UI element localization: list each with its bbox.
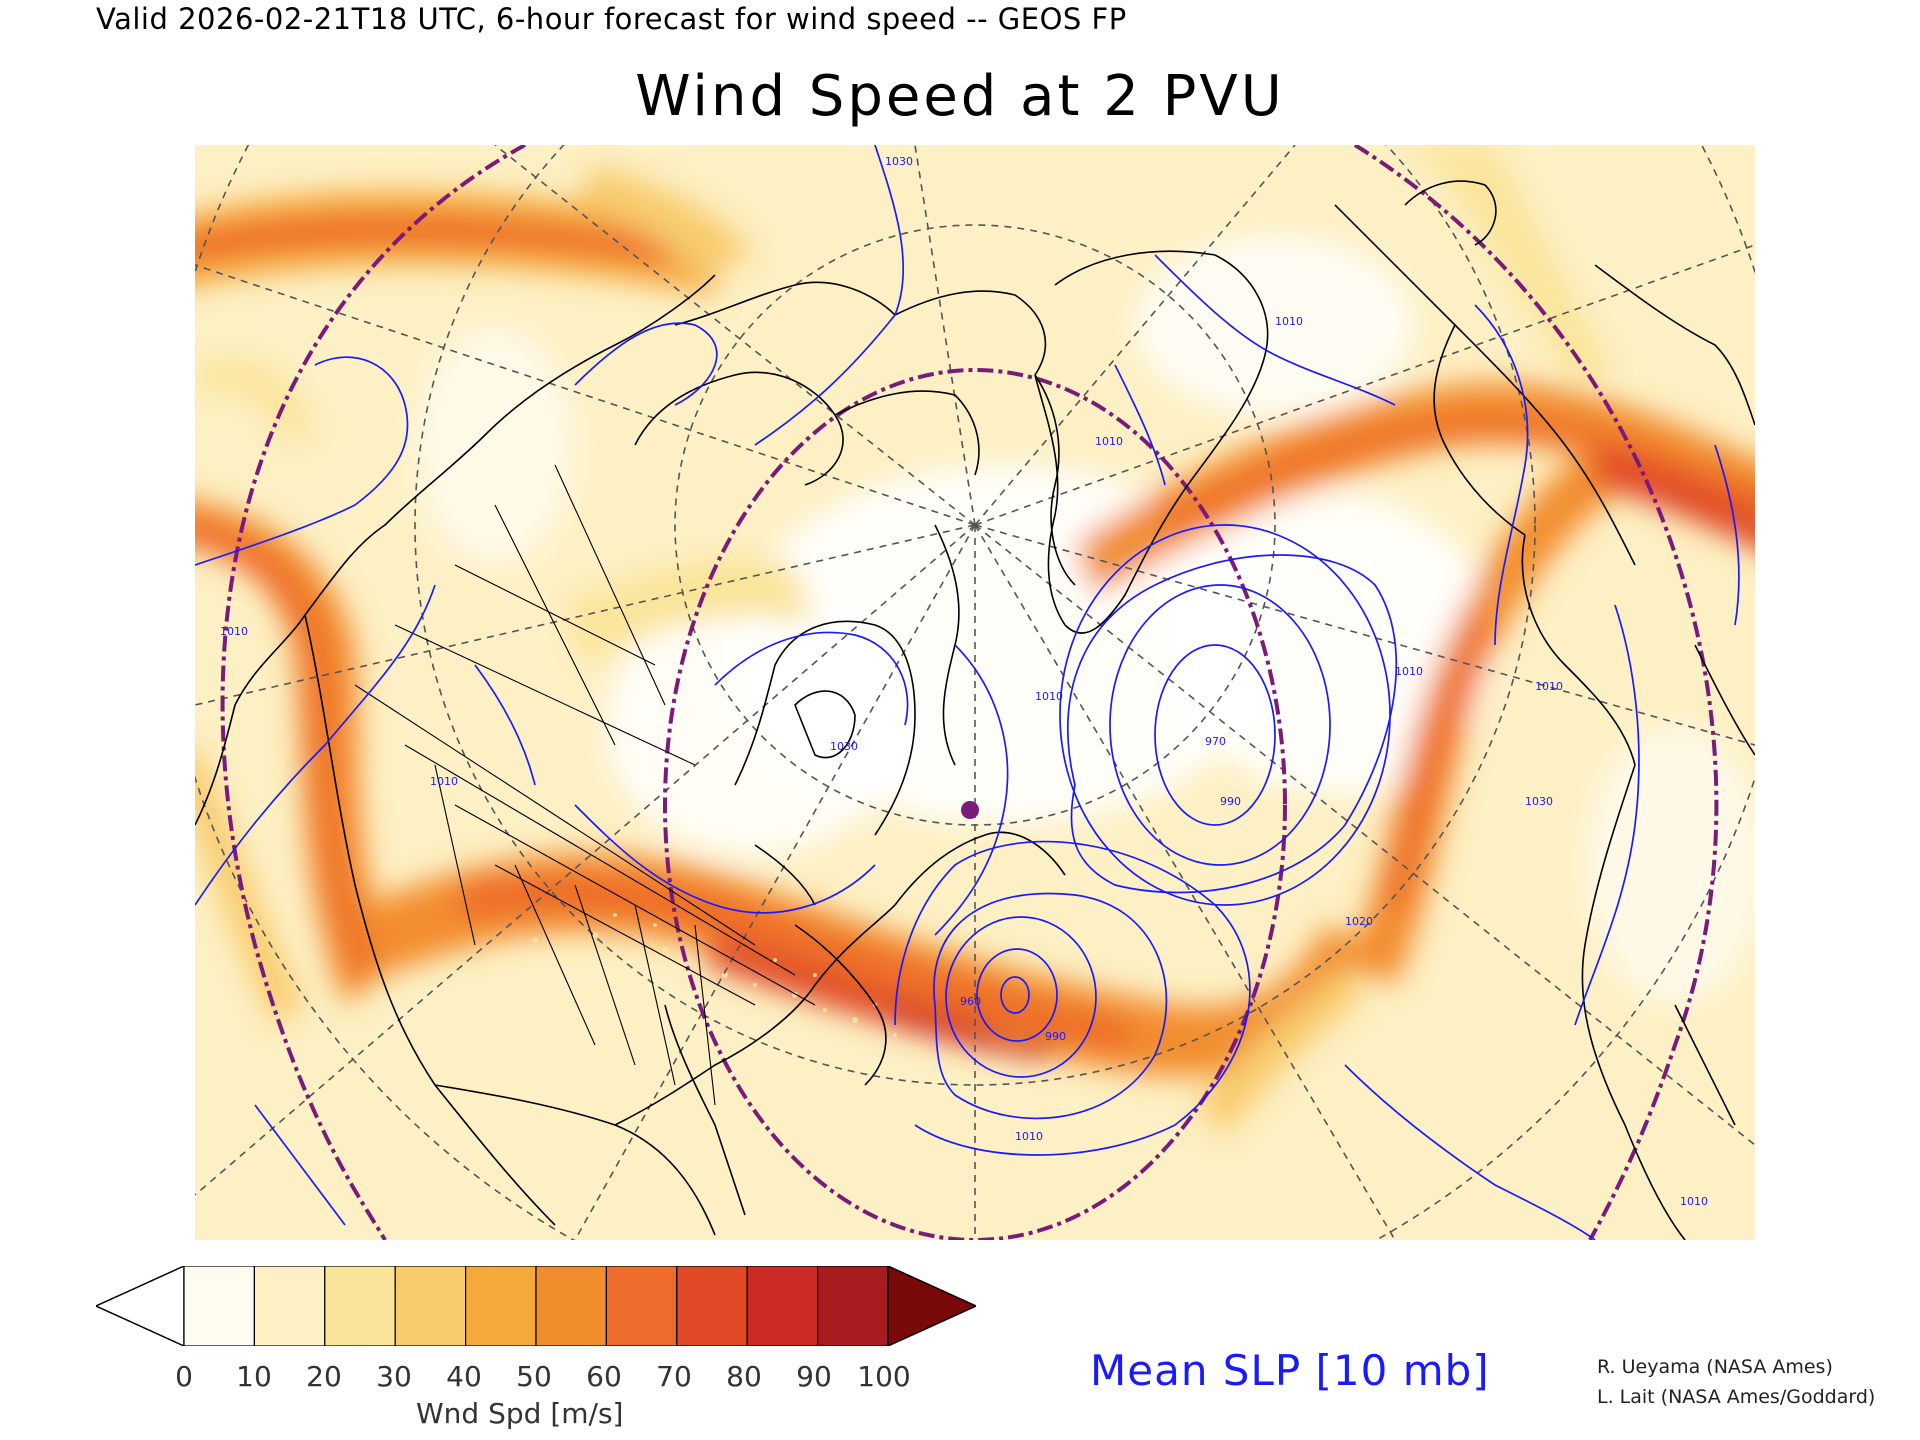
colorbar-ticks: 0 10 20 30 40 50 60 70 80 90 100 [0,1360,1000,1400]
colorbar-bin [253,1266,326,1346]
isobar-label: 1010 [1395,665,1423,678]
colorbar-bin [465,1266,537,1346]
isobar-label: 1010 [1535,680,1563,693]
isobar-label: 1030 [1525,795,1553,808]
colorbar-bin [816,1266,889,1346]
station-marker [961,801,979,819]
isobar-label: 960 [960,995,981,1008]
isobar-label: 1010 [220,625,248,638]
colorbar-max-arrow [887,1266,976,1346]
colorbar-unit-label: Wnd Spd [m/s] [416,1397,624,1430]
colorbar-tick: 30 [376,1360,412,1393]
credits: R. Ueyama (NASA Ames) L. Lait (NASA Ames… [1597,1352,1875,1412]
isobar-label: 1010 [430,775,458,788]
colorbar-bin [394,1266,467,1346]
credit-line-2: L. Lait (NASA Ames/Goddard) [1597,1386,1876,1408]
state-boundaries [354,464,816,1106]
wind-speed-colorbar [96,1266,976,1346]
isobar-label: 1020 [1345,915,1373,928]
jet-core-speckles [532,913,998,1073]
colorbar-bin [183,1266,256,1346]
colorbar-bin [605,1266,678,1346]
isobar-label: 1030 [830,740,858,753]
reference-circles [220,145,1719,1240]
isobar-label: 970 [1205,735,1226,748]
slp-isobars [195,145,1740,1240]
slp-overlay-label: Mean SLP [10 mb] [1090,1346,1490,1395]
colorbar-bin [676,1266,748,1346]
isobar-label: 1010 [1275,315,1303,328]
colorbar-bin [324,1266,396,1346]
colorbar-tick: 50 [516,1360,552,1393]
coastlines-europe [1334,180,1755,1240]
colorbar-tick: 100 [857,1360,911,1393]
colorbar-tick: 0 [175,1360,193,1393]
isobar-label: 990 [1045,1030,1066,1043]
wind-speed-map: 1030 1010 1010 1010 1030 1010 970 990 96… [195,145,1755,1240]
colorbar-tick: 20 [306,1360,342,1393]
coastlines [195,250,1269,1236]
colorbar-tick: 10 [236,1360,272,1393]
colorbar-tick: 70 [656,1360,692,1393]
credit-line-1: R. Ueyama (NASA Ames) [1597,1356,1833,1378]
colorbar-tick: 60 [586,1360,622,1393]
isobar-labels: 1030 1010 1010 1010 1030 1010 970 990 96… [220,155,1708,1208]
isobar-label: 1030 [885,155,913,168]
valid-time-caption: Valid 2026-02-21T18 UTC, 6-hour forecast… [96,2,1127,36]
colorbar-tick: 40 [446,1360,482,1393]
colorbar-min-arrow [96,1266,185,1346]
colorbar-tick: 80 [726,1360,762,1393]
isobar-label: 1010 [1035,690,1063,703]
colorbar-bin [535,1266,608,1346]
isobar-label: 1010 [1015,1130,1043,1143]
isobar-label: 1010 [1680,1195,1708,1208]
graticule [195,145,1755,1240]
isobar-label: 990 [1220,795,1241,808]
colorbar-bin [746,1266,819,1346]
isobar-label: 1010 [1095,435,1123,448]
colorbar-tick: 90 [796,1360,832,1393]
page-title: Wind Speed at 2 PVU [635,64,1285,129]
